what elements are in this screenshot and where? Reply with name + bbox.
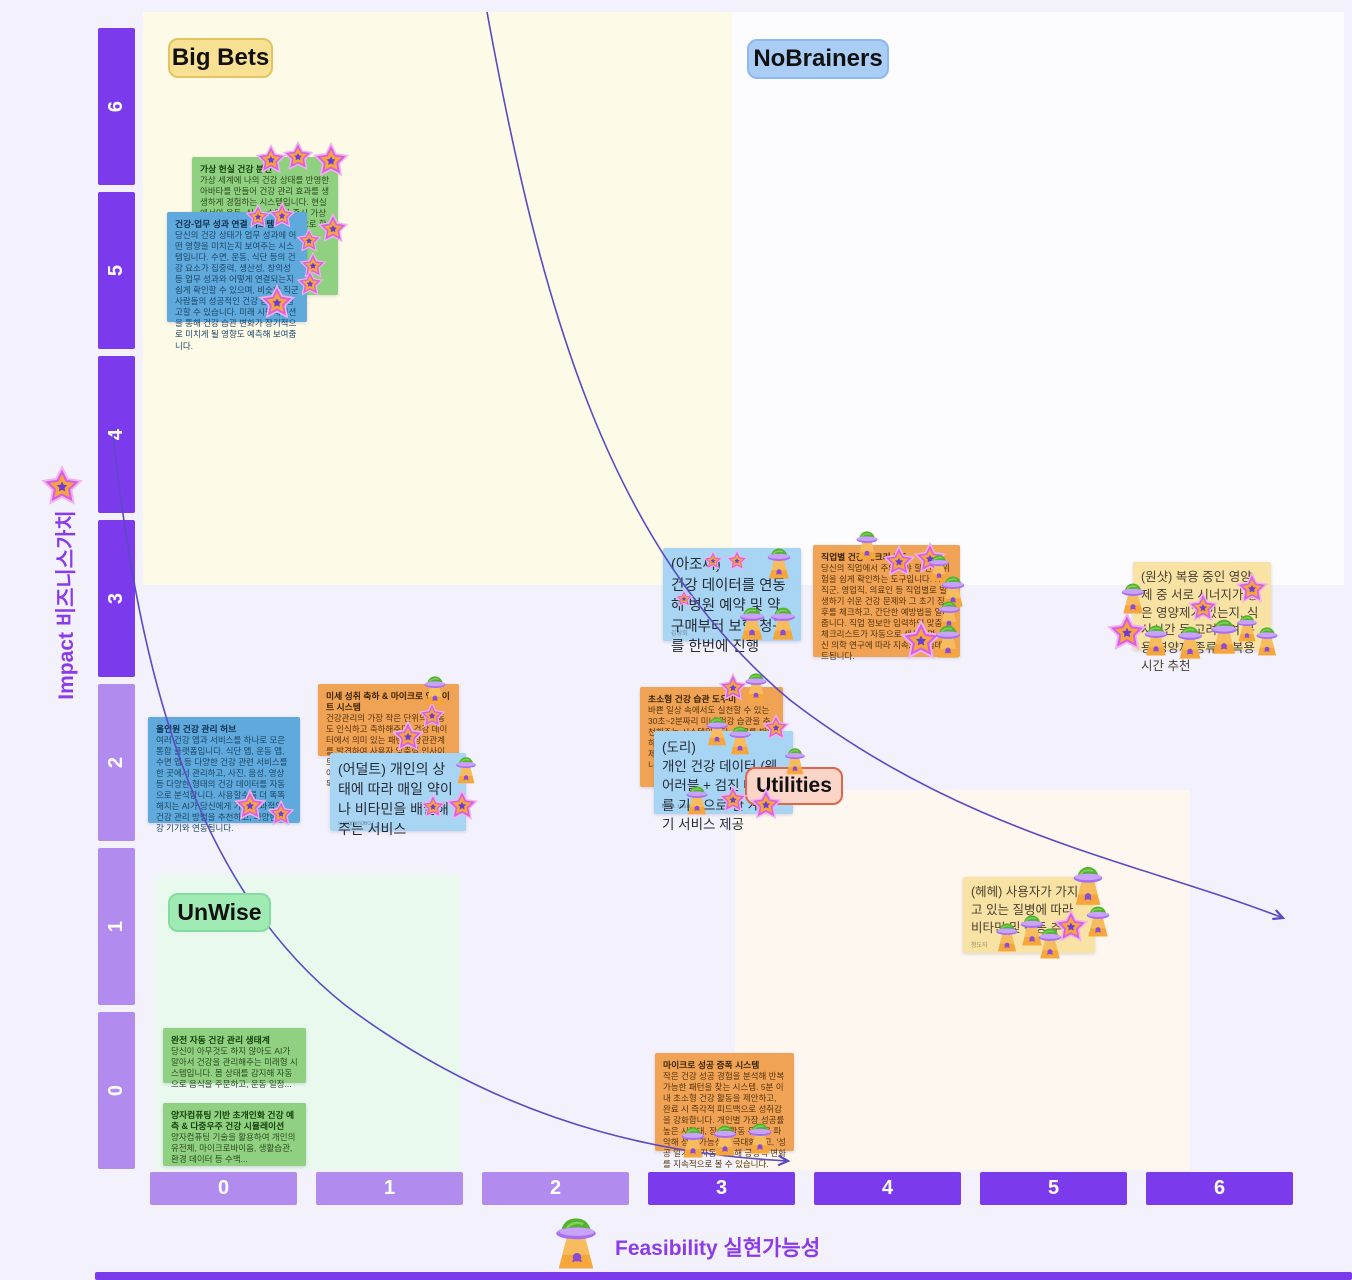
- note-text: 여러 건강 앱과 서비스를 하나로 모은 통합 플랫폼입니다. 식단 앱, 운동…: [156, 735, 288, 834]
- note-title: 가상 헌실 건강 분신: [200, 164, 273, 174]
- note-text: (어덜트) 개인의 상태에 따라 매일 약이나 비타민을 배달해주는 서비스: [338, 761, 453, 837]
- sticky-note-quantum-health-sim[interactable]: 양자컴퓨팅 기반 초개인화 건강 예측 & 다중우주 건강 시뮬레이션 양자컴퓨팅…: [163, 1103, 306, 1166]
- y-axis-tick-label: 6: [105, 100, 127, 113]
- quadrant-region-utilities: [735, 790, 1190, 1170]
- note-title: 건강-업무 성과 연결 시스템: [175, 219, 275, 229]
- note-author: sungmin0607: [338, 821, 375, 827]
- quadrant-label-utilities[interactable]: Utilities: [745, 767, 843, 805]
- sticky-note-micro-achievement[interactable]: 미세 성취 축하 & 마이크로 인사이트 시스템 건강관리의 가장 작은 단위의 …: [318, 684, 459, 789]
- quadrant-label-unwise[interactable]: UnWise: [168, 893, 271, 932]
- note-text: 당신이 아무것도 하지 않아도 AI가 알아서 건강을 관리해주는 미래형 시스…: [171, 1046, 298, 1090]
- note-author: Uma Thurman: [662, 804, 701, 810]
- sticky-note-auto-health-ecosystem[interactable]: 완전 자동 건강 관리 생태계 당신이 아무것도 하지 않아도 AI가 알아서 건…: [163, 1028, 306, 1089]
- note-text: (헤헤) 사용자가 가지고 있는 질병에 따라 비타민 및 운동 추천: [971, 885, 1079, 935]
- note-title: 마이크로 성공 증폭 시스템: [663, 1060, 760, 1070]
- note-author: 김성희: [671, 631, 688, 637]
- y-axis-tick-label: 5: [105, 264, 127, 277]
- x-axis-tick-label: 2: [549, 1177, 562, 1199]
- note-title: 올인원 건강 관리 허브: [156, 724, 237, 734]
- note-title: 미세 성취 축하 & 마이크로 인사이트 시스템: [326, 691, 450, 713]
- y-axis-tick-4: 4: [98, 356, 135, 513]
- y-axis-scale: 6 5 4 3 2 1 0: [98, 0, 135, 1280]
- x-axis-tick-3: 3: [648, 1172, 795, 1205]
- sticky-note-oneshot-supplement[interactable]: (원샷) 복용 중인 영양제 중 서로 시너지가 좋은 영양제가 있는지, 식사…: [1133, 562, 1271, 673]
- sticky-note-job-health-checklist[interactable]: 직업별 건강 체크리스트 당신의 직업에서 주의해야 할 건강 위험을 쉽게 확인…: [813, 545, 960, 661]
- x-axis-tick-label: 6: [1213, 1177, 1226, 1199]
- x-axis-tick-5: 5: [980, 1172, 1127, 1205]
- y-axis-tick-0: 0: [98, 1012, 135, 1169]
- note-author: 청도자: [971, 943, 988, 949]
- x-axis-tick-label: 5: [1047, 1177, 1060, 1199]
- y-axis-tick-label: 4: [105, 428, 127, 441]
- y-axis-tick-label: 1: [105, 920, 127, 933]
- note-title: 직업별 건강 체크리스트: [821, 552, 907, 562]
- sticky-note-health-work-link[interactable]: 건강-업무 성과 연결 시스템 당신의 건강 상태가 업무 성과에 어떤 영향을 …: [167, 212, 307, 351]
- sticky-note-adult-delivery[interactable]: (어덜트) 개인의 상태에 따라 매일 약이나 비타민을 배달해주는 서비스 su…: [330, 753, 466, 837]
- x-axis-tick-4: 4: [814, 1172, 961, 1205]
- note-title: 양자컴퓨팅 기반 초개인화 건강 예측 & 다중우주 건강 시뮬레이션: [171, 1110, 295, 1132]
- feasibility-ufo-icon: [550, 1216, 600, 1271]
- y-axis-tick-5: 5: [98, 192, 135, 349]
- note-text: 작은 건강 성공 경험을 분석해 반복 가능한 패턴을 찾는 시스템. 5분 이…: [663, 1071, 786, 1170]
- y-axis-tick-6: 6: [98, 28, 135, 185]
- quadrant-label-nobrainers[interactable]: NoBrainers: [747, 39, 889, 79]
- y-axis-tick-label: 2: [105, 756, 127, 769]
- quadrant-region-nobrainers: [732, 12, 1344, 585]
- x-axis-tick-label: 1: [383, 1177, 396, 1199]
- note-text: 당신의 건강 상태가 업무 성과에 어떤 영향을 미치는지 보여주는 시스템입니…: [175, 230, 299, 351]
- x-axis-tick-6: 6: [1146, 1172, 1293, 1205]
- note-title: 완전 자동 건강 관리 생태계: [171, 1035, 270, 1045]
- quadrant-label-big-bets[interactable]: Big Bets: [168, 38, 273, 78]
- x-axis-tick-1: 1: [316, 1172, 463, 1205]
- note-title: 초소형 건강 습관 도우미: [648, 694, 737, 704]
- y-axis-label: Impact 비즈니스가치: [55, 510, 78, 700]
- bottom-axis-strip: [95, 1272, 1352, 1280]
- y-axis-tick-label: 3: [105, 592, 127, 605]
- x-axis-tick-label: 3: [715, 1177, 728, 1199]
- x-axis-tick-label: 4: [881, 1177, 894, 1199]
- x-axis-tick-2: 2: [482, 1172, 629, 1205]
- x-axis-tick-0: 0: [150, 1172, 297, 1205]
- note-text: (아조씨) 건강 데이터를 연동해 병원 예약 및 약 구매부터 보험 청구를 …: [671, 557, 786, 656]
- x-axis-tick-label: 0: [217, 1177, 230, 1199]
- y-axis-tick-3: 3: [98, 520, 135, 677]
- sticky-note-micro-success-amplifier[interactable]: 마이크로 성공 증폭 시스템 작은 건강 성공 경험을 분석해 반복 가능한 패턴…: [655, 1053, 794, 1169]
- x-axis-label: Feasibility 실현가능성: [615, 1237, 821, 1260]
- x-axis-scale: 0 1 2 3 4 5 6: [0, 1172, 1352, 1205]
- note-text: (원샷) 복용 중인 영양제 중 서로 시너지가 좋은 영양제가 있는지, 식사…: [1141, 570, 1259, 673]
- y-axis-tick-label: 0: [105, 1084, 127, 1097]
- y-axis-tick-2: 2: [98, 684, 135, 841]
- sticky-note-allinone-hub[interactable]: 올인원 건강 관리 허브 여러 건강 앱과 서비스를 하나로 모은 통합 플랫폼입…: [148, 717, 300, 833]
- note-text: 당신의 직업에서 주의해야 할 건강 위험을 쉽게 확인하는 도구입니다. IT…: [821, 563, 951, 662]
- y-axis-tick-1: 1: [98, 848, 135, 1005]
- sticky-note-ajossi-insurance[interactable]: (아조씨) 건강 데이터를 연동해 병원 예약 및 약 구매부터 보험 청구를 …: [663, 548, 801, 655]
- note-text: 양자컴퓨팅 기술을 활용하여 개인의 유전체, 마이크로바이옴, 생활습관, 환…: [171, 1132, 296, 1165]
